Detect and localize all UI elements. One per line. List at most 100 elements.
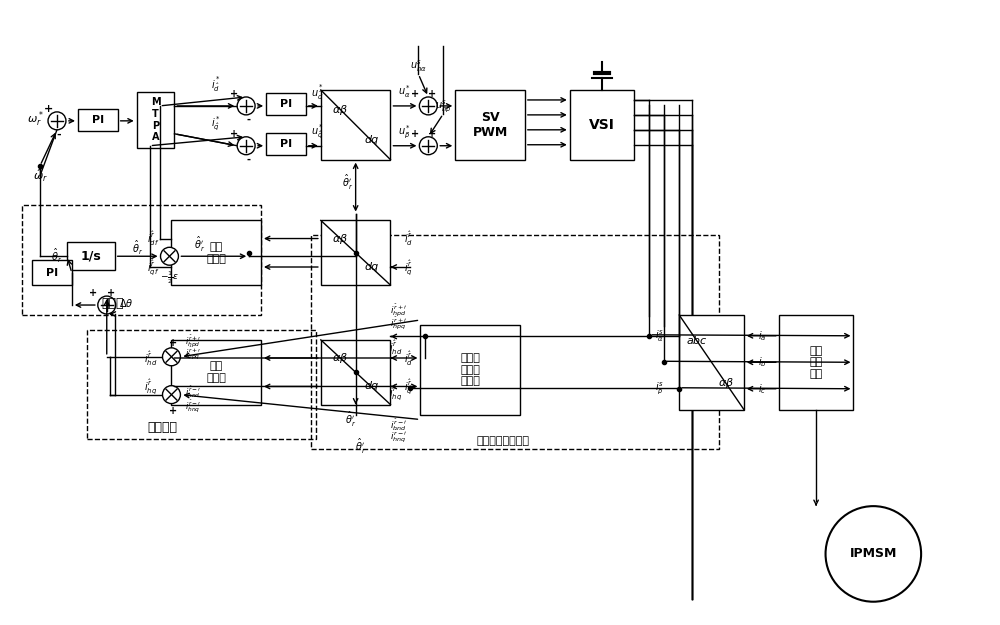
Circle shape (826, 506, 921, 602)
Text: $\hat{\theta}_r$: $\hat{\theta}_r$ (132, 239, 143, 258)
Text: PI: PI (92, 115, 104, 125)
Text: $u_{\beta}^*$: $u_{\beta}^*$ (398, 123, 411, 141)
Text: $u_{\alpha}^*$: $u_{\alpha}^*$ (398, 84, 411, 101)
Text: $i_{hpq}^{\hat{r}+\prime}$: $i_{hpq}^{\hat{r}+\prime}$ (185, 345, 202, 362)
Text: +: + (230, 89, 238, 99)
Bar (321, 340, 390, 404)
Text: $\Delta\theta$: $\Delta\theta$ (119, 297, 133, 309)
Text: +: + (43, 104, 53, 114)
Text: $i_{\alpha}^s$: $i_{\alpha}^s$ (655, 329, 664, 344)
Text: $\alpha\beta$: $\alpha\beta$ (332, 102, 348, 116)
Bar (420, 325, 520, 414)
Text: 带阻
滤波器: 带阻 滤波器 (206, 242, 226, 264)
Text: dq: dq (365, 381, 379, 391)
Text: $\alpha\beta$: $\alpha\beta$ (332, 351, 348, 365)
Text: $\hat{\omega}_r$: $\hat{\omega}_r$ (33, 168, 48, 184)
Bar (321, 90, 390, 159)
Text: dq: dq (365, 262, 379, 272)
Text: +: + (169, 338, 178, 348)
Text: $\hat{\theta}_r'$: $\hat{\theta}_r'$ (355, 437, 366, 456)
Text: $\hat{\theta}_r$: $\hat{\theta}_r$ (51, 248, 62, 265)
Text: $\alpha\beta$: $\alpha\beta$ (332, 231, 348, 246)
Text: 带通
滤波器: 带通 滤波器 (206, 361, 226, 383)
Text: $i_{hq}^{\hat{r}}$: $i_{hq}^{\hat{r}}$ (389, 382, 402, 402)
Text: PI: PI (46, 268, 58, 278)
Bar (137, 92, 174, 148)
Text: +: + (428, 129, 436, 139)
Text: $\hat{\theta}_r'$: $\hat{\theta}_r'$ (194, 235, 205, 254)
Bar (87, 330, 316, 439)
Text: 1/s: 1/s (80, 250, 101, 262)
Circle shape (419, 137, 437, 155)
Text: $i_b$: $i_b$ (758, 356, 767, 369)
Text: $i_{q}^{\hat{r}}$: $i_{q}^{\hat{r}}$ (404, 257, 413, 277)
Circle shape (237, 97, 255, 115)
Text: $i_{df}^{\hat{r}}$: $i_{df}^{\hat{r}}$ (147, 229, 160, 248)
Text: IPMSM: IPMSM (850, 548, 897, 561)
Text: $i_{d}^{\hat{r}}$: $i_{d}^{\hat{r}}$ (404, 229, 413, 248)
Text: $\omega_r^*$: $\omega_r^*$ (27, 109, 44, 129)
Bar (455, 90, 525, 159)
Text: $u_{h\alpha}^s$: $u_{h\alpha}^s$ (410, 58, 427, 74)
Text: +: + (428, 89, 436, 99)
Text: $\hat{\theta}_r'$: $\hat{\theta}_r'$ (342, 173, 353, 192)
Text: $i_{hd}^{\hat{r}}$: $i_{hd}^{\hat{r}}$ (389, 338, 402, 357)
Bar (78, 109, 118, 131)
Text: 锁相环: 锁相环 (102, 296, 124, 309)
Bar (570, 90, 634, 159)
Text: $i_c$: $i_c$ (758, 382, 767, 396)
Bar (311, 236, 719, 449)
Circle shape (161, 248, 178, 265)
Text: +: + (230, 129, 238, 139)
Text: 矢量叉乘: 矢量叉乘 (147, 421, 177, 434)
Text: $i_{hnq}^{\hat{r}-\prime}$: $i_{hnq}^{\hat{r}-\prime}$ (185, 398, 202, 415)
Circle shape (163, 348, 180, 366)
Bar (779, 315, 853, 409)
Bar (679, 315, 744, 409)
Text: SV
PWM: SV PWM (472, 111, 508, 139)
Text: $i_{hpd}^{\hat{r}+\prime}$: $i_{hpd}^{\hat{r}+\prime}$ (185, 332, 202, 349)
Text: 高频响应电流提取: 高频响应电流提取 (476, 436, 529, 446)
Circle shape (48, 112, 66, 130)
Bar (266, 132, 306, 155)
Text: +: + (169, 406, 178, 416)
Text: 定子
电流
采样: 定子 电流 采样 (809, 346, 823, 379)
Bar (67, 242, 115, 270)
Text: $i_{hd}^{\hat{r}}$: $i_{hd}^{\hat{r}}$ (144, 349, 158, 368)
Text: $i_{\hat{q}}^*$: $i_{\hat{q}}^*$ (211, 114, 221, 133)
Text: +: + (411, 129, 419, 139)
Text: $i_{qf}^{\hat{r}}$: $i_{qf}^{\hat{r}}$ (147, 257, 160, 277)
Text: -: - (246, 115, 250, 125)
Text: $i_{hnd}^{\hat{r}-\prime}$: $i_{hnd}^{\hat{r}-\prime}$ (390, 416, 408, 433)
Bar (22, 206, 261, 315)
Text: dq: dq (365, 135, 379, 145)
Text: $\alpha\beta$: $\alpha\beta$ (718, 376, 734, 390)
Text: +: + (89, 288, 97, 298)
Text: -: - (246, 154, 250, 164)
Bar (321, 221, 390, 285)
Text: $i_{\hat{d}}^*$: $i_{\hat{d}}^*$ (211, 74, 221, 94)
Circle shape (237, 137, 255, 155)
Text: $i_{hq}^{\hat{r}}$: $i_{hq}^{\hat{r}}$ (144, 377, 158, 396)
Circle shape (163, 386, 180, 404)
Circle shape (98, 296, 116, 314)
Text: +: + (411, 89, 419, 99)
Text: $i_{hpd}^{\hat{r}+\prime}$: $i_{hpd}^{\hat{r}+\prime}$ (390, 301, 408, 319)
Text: $u_{h\beta}^s$: $u_{h\beta}^s$ (435, 98, 452, 114)
Text: $i_{\beta}^s$: $i_{\beta}^s$ (655, 380, 664, 396)
Text: abc: abc (687, 336, 707, 346)
Bar (171, 340, 261, 404)
Text: VSI: VSI (589, 118, 615, 132)
Text: $u_{\hat{q}}^*$: $u_{\hat{q}}^*$ (311, 122, 324, 141)
Text: $i_{q}^{\hat{r}}$: $i_{q}^{\hat{r}}$ (404, 377, 413, 396)
Bar (171, 221, 261, 285)
Text: $-\frac{1}{2}\varepsilon$: $-\frac{1}{2}\varepsilon$ (160, 270, 179, 286)
Text: PI: PI (280, 139, 292, 149)
Text: $u_{\hat{d}}^*$: $u_{\hat{d}}^*$ (311, 82, 324, 102)
Text: $i_{hnq}^{\hat{r}-\prime}$: $i_{hnq}^{\hat{r}-\prime}$ (390, 428, 408, 445)
Text: PI: PI (280, 99, 292, 109)
Text: $i_{hpq}^{\hat{r}+\prime}$: $i_{hpq}^{\hat{r}+\prime}$ (390, 314, 408, 332)
Text: $i_a$: $i_a$ (758, 329, 767, 342)
Text: $i_{hnd}^{\hat{r}-\prime}$: $i_{hnd}^{\hat{r}-\prime}$ (185, 383, 202, 400)
Text: $\hat{\theta}_r'$: $\hat{\theta}_r'$ (345, 410, 356, 429)
